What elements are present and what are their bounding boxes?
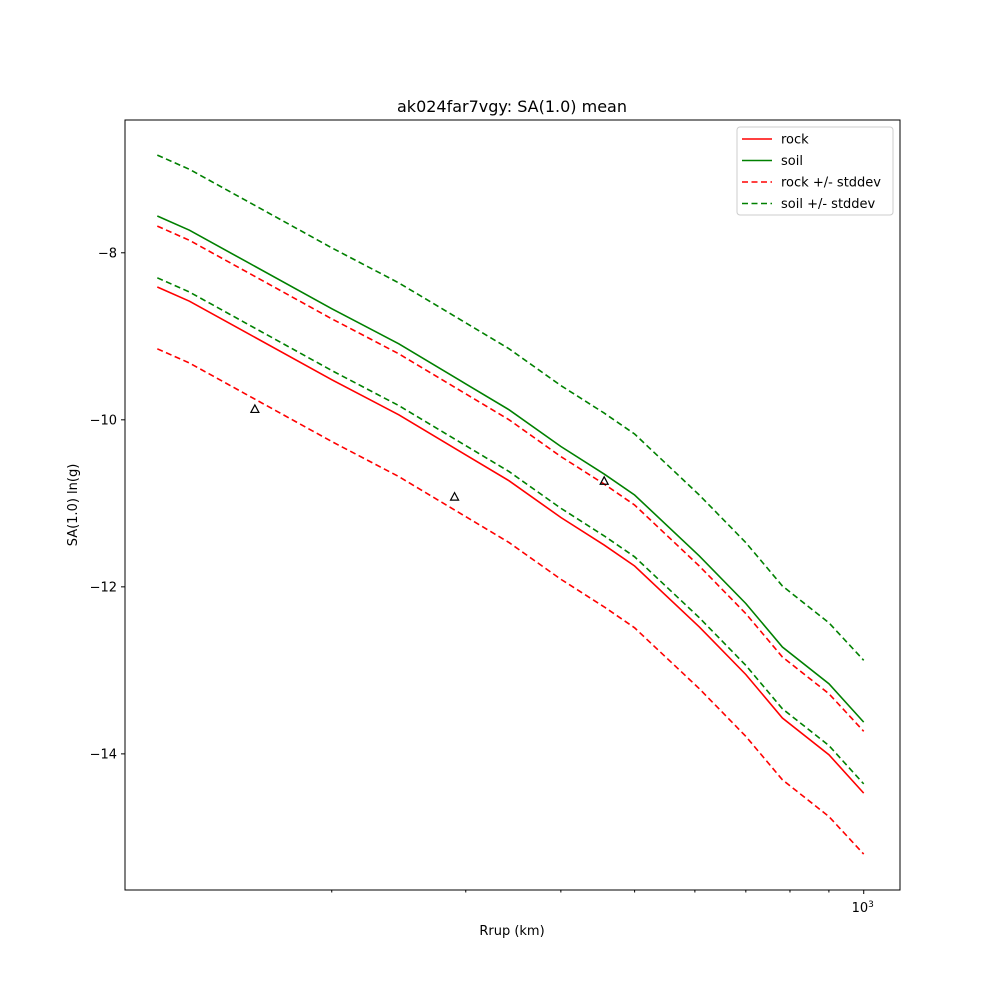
legend-label: soil +/- stddev — [781, 197, 876, 212]
legend-label: rock — [781, 133, 809, 148]
observation-marker — [599, 475, 610, 485]
axes-frame — [124, 119, 901, 891]
y-axis-label: SA(1.0) ln(g) — [66, 464, 81, 547]
series-upper-rock-stddev — [156, 225, 865, 732]
legend-box — [736, 126, 894, 216]
y-tick-label: −12 — [90, 580, 117, 595]
y-tick-label: −8 — [98, 246, 117, 261]
legend: rock soil rock +/- stddev soil +/- stddev — [736, 126, 894, 216]
axis-ticks: −8 −10 −12 −14 103 — [90, 246, 874, 916]
series-line-soil — [156, 215, 865, 723]
legend-label: soil — [781, 154, 803, 169]
chart-title: ak024far7vgy: SA(1.0) mean — [397, 97, 627, 116]
observation-marker — [249, 403, 260, 414]
legend-label: rock +/- stddev — [781, 176, 881, 191]
series-lower-soil-stddev — [156, 277, 865, 785]
x-tick-label: 103 — [852, 900, 874, 916]
series-lower-rock-stddev — [156, 348, 865, 855]
series-line-rock — [156, 286, 865, 794]
series-upper-soil-stddev — [156, 154, 865, 661]
y-tick-label: −10 — [90, 413, 117, 428]
x-axis-label: Rrup (km) — [479, 924, 544, 939]
plot-area — [156, 154, 865, 855]
y-tick-label: −14 — [90, 747, 117, 762]
observation-marker — [449, 491, 460, 501]
